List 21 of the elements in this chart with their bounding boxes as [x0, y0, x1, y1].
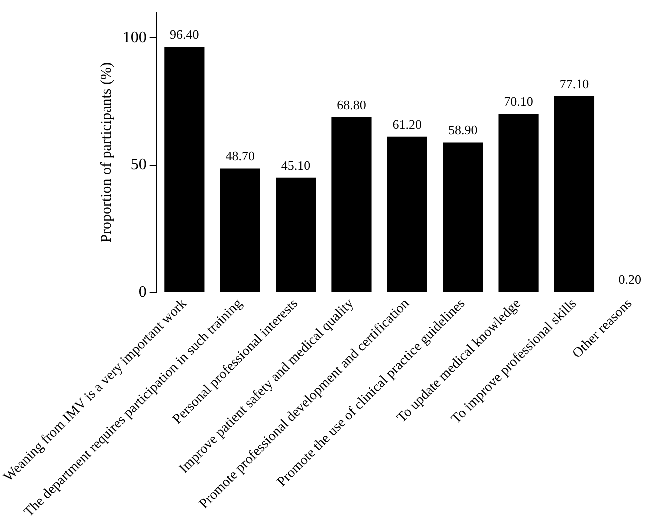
bar [443, 142, 484, 292]
data-label: 77.10 [560, 76, 590, 92]
data-label: 61.20 [392, 116, 422, 132]
y-tick-label: 0 [138, 284, 147, 302]
data-label: 68.80 [337, 97, 366, 112]
bar [164, 47, 205, 292]
bar [387, 136, 428, 292]
data-label: 58.90 [448, 122, 478, 138]
bar [332, 118, 372, 292]
data-label: 0.20 [618, 272, 642, 288]
data-label: 45.10 [281, 158, 311, 173]
bar [554, 96, 595, 292]
y-tick-label: 50 [130, 156, 147, 174]
bar [220, 168, 260, 292]
bar [498, 114, 539, 292]
y-tick-label: 100 [122, 29, 147, 46]
data-label: 70.10 [504, 94, 534, 110]
data-label: 96.40 [170, 27, 200, 42]
y-axis-title: Proportion of participants (%) [98, 62, 115, 243]
bar [276, 178, 316, 292]
data-label: 48.70 [226, 148, 255, 164]
